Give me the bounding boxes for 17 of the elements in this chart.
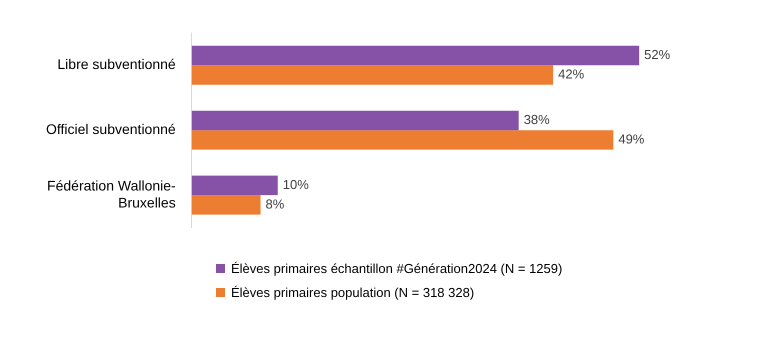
- bar: [192, 195, 261, 215]
- legend-label: Élèves primaires échantillon #Génération2024 (N = 1259): [231, 260, 562, 276]
- data-label: 49%: [618, 132, 645, 147]
- bar: [192, 46, 640, 66]
- data-label: 42%: [558, 66, 585, 82]
- y-tick-label: Libre subventionné: [57, 56, 176, 72]
- data-label: 10%: [282, 176, 310, 192]
- data-label: 38%: [524, 112, 550, 128]
- bar: [192, 130, 614, 150]
- y-tick-label: Fédération Wallonie-Bruxelles: [47, 178, 176, 210]
- bar: [192, 65, 554, 85]
- data-label: 8%: [266, 196, 285, 212]
- data-label: 52%: [644, 47, 671, 62]
- bar: [192, 110, 519, 130]
- y-tick-label: Officiel subventionné: [46, 121, 176, 138]
- legend-label: Élèves primaires population (N = 318 328): [231, 284, 474, 300]
- bar: [192, 176, 278, 196]
